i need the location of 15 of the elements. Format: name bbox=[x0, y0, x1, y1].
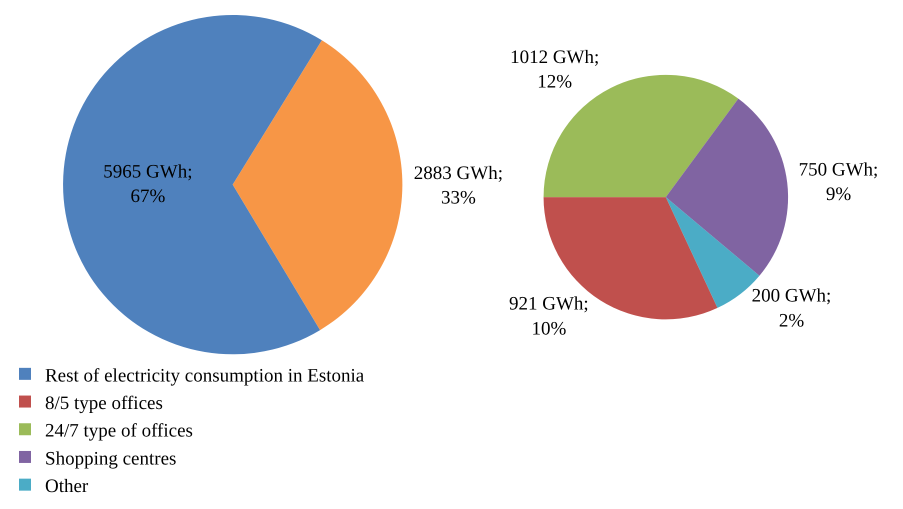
pie-slice bbox=[63, 15, 322, 354]
data-label: 2883 GWh; 33% bbox=[414, 162, 503, 209]
legend-label: Rest of electricity consumption in Estonia bbox=[45, 365, 365, 386]
legend-label: Shopping centres bbox=[45, 448, 176, 470]
legend-label: Other bbox=[45, 476, 89, 498]
pie-slice bbox=[666, 98, 788, 276]
legend-label: 8/5 type offices bbox=[45, 392, 163, 414]
data-label: 921 GWh; 10% bbox=[509, 294, 589, 340]
data-label: 5965 GWh; 67% bbox=[103, 161, 192, 207]
data-label: 750 GWh; 9% bbox=[798, 159, 878, 206]
data-label: 200 GWh; 2% bbox=[752, 286, 832, 332]
pie-slice bbox=[232, 40, 402, 330]
pie-slice bbox=[544, 197, 718, 320]
legend-label: 24/7 type of offices bbox=[45, 420, 193, 442]
data-label: 1012 GWh; 12% bbox=[510, 46, 600, 93]
